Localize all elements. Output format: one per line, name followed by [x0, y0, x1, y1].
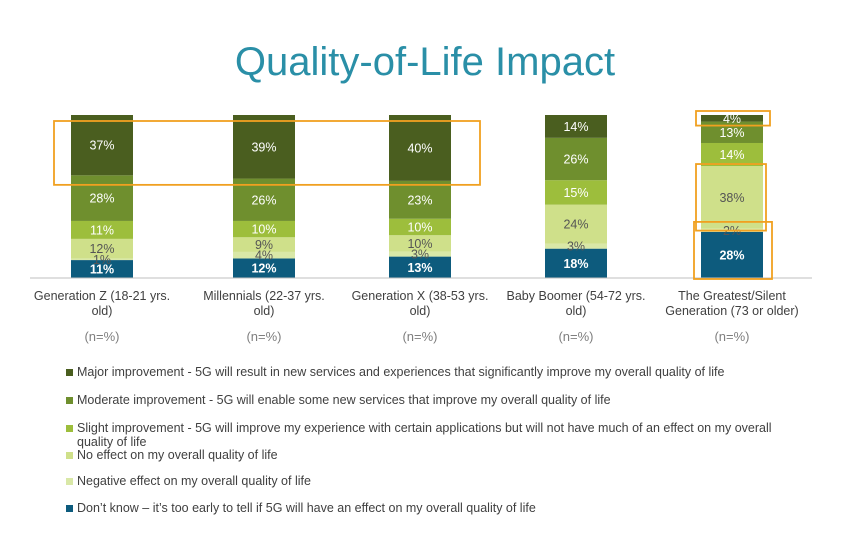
bar-segment [701, 142, 763, 167]
data-label: 4% [723, 112, 741, 126]
data-label: 28% [719, 248, 744, 262]
highlight-box [695, 110, 771, 127]
data-label: 12% [89, 242, 114, 256]
data-label: 28% [89, 192, 114, 206]
highlight-box [695, 163, 767, 232]
legend-item: Slight improvement - 5G will improve my … [66, 421, 796, 449]
legend-swatch [66, 369, 73, 376]
bar-segment [71, 258, 133, 261]
data-label: 37% [89, 139, 114, 153]
sample-size-label: (n=%) [84, 329, 119, 344]
data-label: 10% [251, 223, 276, 237]
data-label: 1% [93, 253, 111, 267]
category-label: Generation Z (18-21 yrs. [34, 289, 170, 303]
legend-swatch [66, 397, 73, 404]
category-label: old) [92, 304, 113, 318]
data-label: 24% [563, 218, 588, 232]
data-label: 13% [407, 261, 432, 275]
data-label: 38% [719, 191, 744, 205]
data-label: 15% [563, 186, 588, 200]
data-label: 11% [90, 223, 114, 237]
bar-segment [545, 248, 607, 278]
highlight-box [53, 120, 481, 186]
legend-item: Moderate improvement - 5G will enable so… [66, 393, 796, 407]
bar-segment [71, 115, 133, 176]
bar-segment [545, 204, 607, 244]
legend-label: Negative effect on my overall quality of… [77, 474, 311, 488]
legend-item: Negative effect on my overall quality of… [66, 474, 796, 488]
legend-swatch [66, 478, 73, 485]
data-label: 10% [407, 237, 432, 251]
data-label: 18% [563, 257, 588, 271]
bar-segment [389, 235, 451, 252]
bar-segment [701, 121, 763, 143]
category-label: old) [254, 304, 275, 318]
sample-size-label: (n=%) [402, 329, 437, 344]
sample-size-label: (n=%) [714, 329, 749, 344]
legend-label: Moderate improvement - 5G will enable so… [77, 393, 611, 407]
sample-size-label: (n=%) [558, 329, 593, 344]
bar-segment [71, 220, 133, 239]
category-label: Baby Boomer (54-72 yrs. [507, 289, 646, 303]
bar-segment [71, 238, 133, 259]
data-label: 23% [407, 193, 432, 207]
legend-swatch [66, 452, 73, 459]
chart-title: Quality-of-Life Impact [234, 40, 616, 84]
bar-segment [545, 180, 607, 205]
data-label: 10% [407, 220, 432, 234]
bar-segment [233, 251, 295, 259]
sample-size-label: (n=%) [246, 329, 281, 344]
bar-segment [389, 180, 451, 219]
bar-segment [545, 243, 607, 249]
bar-segment [389, 256, 451, 278]
bar-segment [545, 115, 607, 138]
bar-segment [71, 175, 133, 221]
bar-segment [701, 115, 763, 122]
legend-item: No effect on my overall quality of life [66, 448, 796, 462]
category-label: old) [410, 304, 431, 318]
data-label: 11% [90, 263, 114, 277]
bar-segment [71, 260, 133, 278]
bar-segment [701, 166, 763, 229]
legend-label: Don’t know – it’s too early to tell if 5… [77, 501, 536, 515]
bar-segment [389, 251, 451, 257]
category-label: Generation X (38-53 yrs. [352, 289, 489, 303]
bar-segment [233, 115, 295, 179]
data-label: 26% [563, 153, 588, 167]
legend-label: Major improvement - 5G will result in ne… [77, 365, 725, 379]
legend-label: No effect on my overall quality of life [77, 448, 278, 462]
data-label: 14% [563, 120, 588, 134]
data-label: 3% [567, 240, 585, 254]
bar-segment [701, 231, 763, 278]
data-label: 9% [255, 238, 273, 252]
bar-segment [545, 137, 607, 181]
category-label: The Greatest/Silent [678, 289, 786, 303]
bar-segment [389, 218, 451, 236]
bar-segment [389, 115, 451, 181]
data-label: 26% [251, 193, 276, 207]
category-label: old) [566, 304, 587, 318]
legend-swatch [66, 425, 73, 432]
data-label: 3% [411, 248, 429, 262]
bar-segment [233, 237, 295, 252]
data-label: 40% [407, 141, 432, 155]
highlight-box [693, 220, 773, 280]
bar-segment [233, 220, 295, 238]
data-label: 13% [719, 126, 744, 140]
legend-label: Slight improvement - 5G will improve my … [77, 421, 772, 449]
legend-item: Major improvement - 5G will result in ne… [66, 365, 796, 379]
bar-segment [233, 258, 295, 278]
category-label: Generation (73 or older) [665, 304, 798, 318]
data-label: 39% [251, 140, 276, 154]
data-label: 14% [719, 148, 744, 162]
data-label: 12% [251, 262, 276, 276]
data-label: 4% [255, 249, 273, 263]
legend-item: Don’t know – it’s too early to tell if 5… [66, 501, 796, 515]
legend-swatch [66, 505, 73, 512]
category-label: Millennials (22-37 yrs. [203, 289, 325, 303]
